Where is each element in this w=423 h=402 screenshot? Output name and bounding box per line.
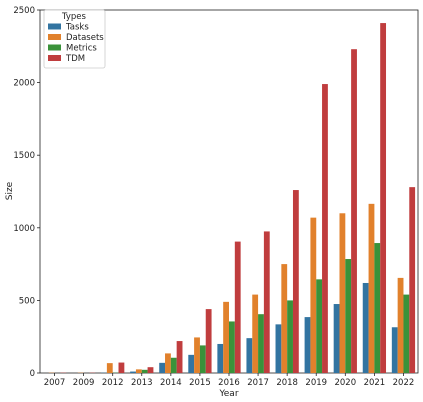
bar-datasets-2016 [223,301,229,373]
x-tick-label: 2009 [73,378,95,388]
x-tick-label: 2015 [189,378,211,388]
legend-swatch-metrics [48,44,61,51]
bar-tdm-2019 [322,84,328,374]
x-tick-label: 2019 [305,378,327,388]
bar-datasets-2019 [310,217,317,373]
legend-swatch-tdm [48,55,61,61]
bar-tdm-2016 [234,241,241,373]
x-tick-label: 2018 [276,378,298,388]
legend-swatch-datasets [48,34,61,40]
bar-datasets-2014 [165,353,171,373]
bar-metrics-2022 [403,294,410,373]
legend-label-tasks: Tasks [65,23,89,33]
y-axis: 0 500 1000 1500 2000 2500 [13,6,40,379]
bar-tdm-2022 [409,187,416,373]
bar-tdm-2020 [351,49,357,373]
bar-datasets-2015 [194,337,200,373]
bar-tdm-2013 [147,367,154,373]
x-axis-label: Year [218,389,238,399]
y-axis-label: Size [5,181,15,200]
x-tick-label: 2014 [160,378,182,388]
bar-metrics-2013 [141,369,148,373]
y-tick-label: 0 [30,369,35,379]
bar-tdm-2015 [205,309,212,373]
bar-datasets-2018 [281,264,288,373]
bar-metrics-2019 [316,279,323,373]
bar-datasets-2012 [106,363,113,373]
bar-tdm-2017 [263,231,270,373]
y-tick-label: 1000 [13,224,35,234]
bar-tasks-2014 [159,362,166,373]
bar-tdm-2014 [176,341,183,373]
bar-datasets-2017 [252,294,259,373]
bar-metrics-2014 [170,357,177,373]
bar-tasks-2016 [217,343,224,373]
bar-metrics-2020 [345,259,352,373]
legend-swatch-tasks [48,23,61,30]
x-tick-label: 2021 [364,378,386,388]
legend-label-tdm: TDM [65,54,85,64]
bar-tasks-2019 [304,317,311,373]
legend-label-metrics: Metrics [66,44,97,54]
bars-layer [48,23,416,374]
bar-tasks-2017 [246,338,253,373]
x-tick-label: 2020 [334,378,356,388]
bar-tdm-2018 [292,190,299,373]
bar-tasks-2020 [333,304,340,373]
bar-metrics-2017 [258,314,264,373]
bar-datasets-2021 [368,203,375,373]
bar-metrics-2021 [374,243,381,373]
bar-tasks-2015 [188,354,195,373]
x-tick-label: 2013 [131,378,153,388]
x-axis: 2007 2009 2012 2013 2014 2015 2016 2017 2018 2019… [44,373,415,388]
bar-tasks-2013 [130,371,136,373]
x-tick-label: 2017 [247,378,269,388]
bar-datasets-2022 [397,277,404,373]
x-tick-label: 2022 [393,378,415,388]
y-tick-label: 2500 [13,6,35,16]
x-tick-label: 2007 [44,378,66,388]
bar-tasks-2021 [362,282,369,373]
bar-tasks-2018 [275,324,282,373]
legend-title: Types [61,12,87,22]
bar-tdm-2012 [118,362,125,373]
bar-metrics-2016 [229,321,235,373]
bar-datasets-2020 [339,213,346,373]
bar-tasks-2022 [391,327,398,373]
bar-metrics-2015 [199,345,206,373]
y-tick-label: 1500 [13,151,35,161]
bar-metrics-2018 [287,300,293,373]
legend-label-datasets: Datasets [66,33,104,43]
x-tick-label: 2012 [102,378,124,388]
bar-datasets-2013 [135,369,142,373]
y-tick-label: 2000 [13,79,35,89]
bar-tdm-2021 [380,23,387,373]
y-tick-label: 500 [19,296,35,306]
x-tick-label: 2016 [218,378,240,388]
